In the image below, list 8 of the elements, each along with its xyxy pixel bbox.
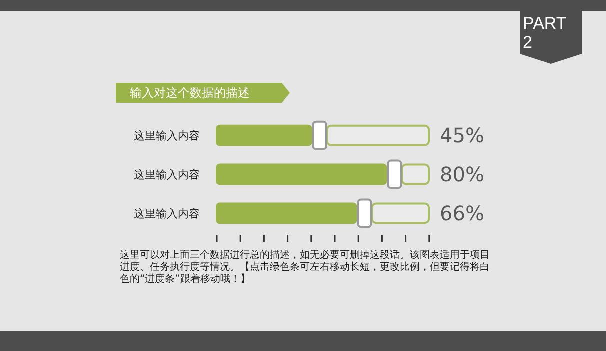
data-label: 45%: [440, 124, 484, 148]
y-tick-label: 这里输入内容: [134, 130, 200, 143]
data-label: 66%: [440, 201, 484, 226]
chart-title: 输入对这个数据的描述: [130, 86, 250, 100]
text: PART 2: [522, 14, 568, 52]
data-label: 80%: [440, 162, 484, 186]
y-tick-label: 这里输入内容: [134, 168, 200, 182]
y-tick-label: 这里输入内容: [134, 207, 200, 220]
